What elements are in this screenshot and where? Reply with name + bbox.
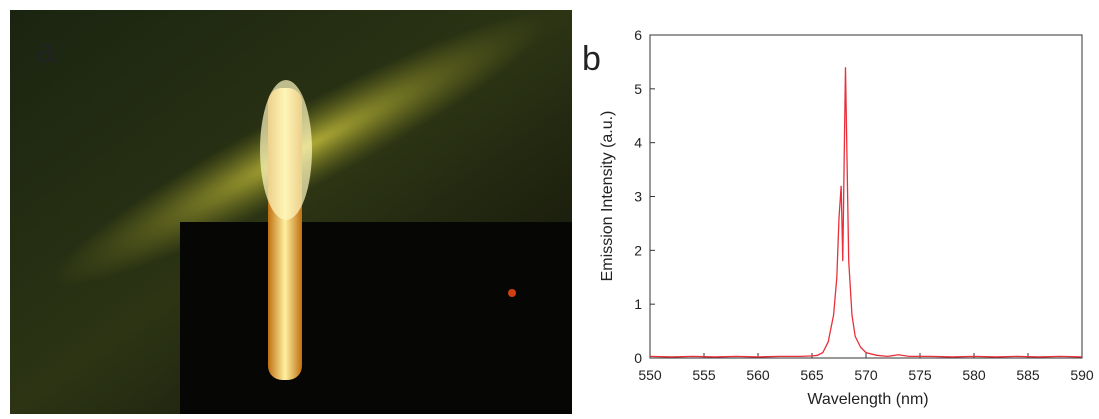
x-tick-label: 550 — [638, 367, 662, 383]
y-tick-label: 0 — [634, 350, 642, 366]
x-tick-label: 560 — [746, 367, 770, 383]
x-tick-label: 565 — [800, 367, 824, 383]
y-tick-label: 3 — [634, 189, 642, 205]
y-tick-label: 1 — [634, 296, 642, 312]
y-axis-label: Emission Intensity (a.u.) — [599, 111, 616, 282]
panel-label: b — [582, 40, 601, 78]
panel-label: a — [36, 32, 55, 70]
y-tick-label: 5 — [634, 81, 642, 97]
x-tick-label: 575 — [908, 367, 932, 383]
y-tick-label: 6 — [634, 27, 642, 43]
x-tick-label: 580 — [962, 367, 986, 383]
x-tick-label: 585 — [1016, 367, 1040, 383]
x-tick-label: 590 — [1070, 367, 1094, 383]
series-line — [649, 67, 1083, 358]
x-tick-label: 570 — [854, 367, 878, 383]
photo — [10, 10, 572, 414]
x-tick-label: 555 — [692, 367, 716, 383]
y-tick-label: 4 — [634, 135, 642, 151]
y-tick-label: 2 — [634, 242, 642, 258]
x-axis-label: Wavelength (nm) — [807, 391, 928, 408]
plot-frame — [649, 34, 1083, 359]
